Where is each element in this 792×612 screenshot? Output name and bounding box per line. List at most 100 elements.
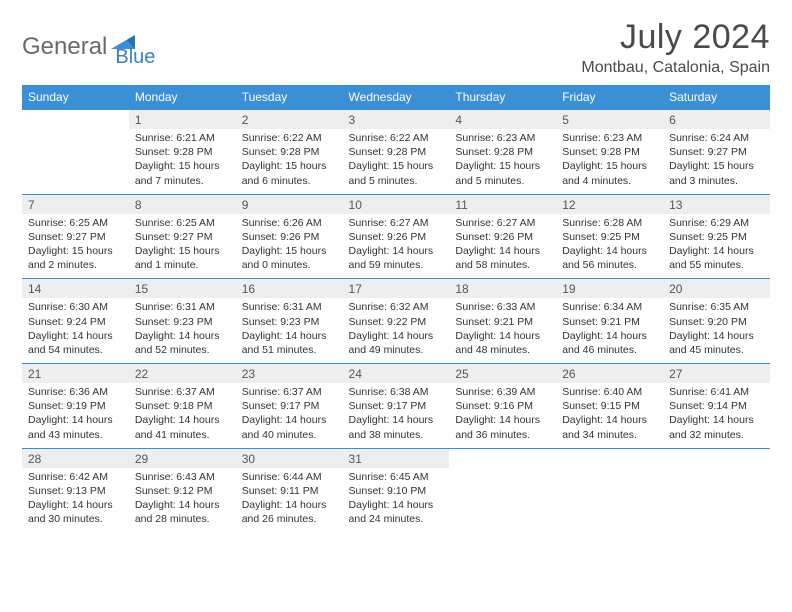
day-number-row: 123456 <box>22 110 770 130</box>
day-content-cell: Sunrise: 6:29 AMSunset: 9:25 PMDaylight:… <box>663 214 770 279</box>
sunrise-line: Sunrise: 6:24 AM <box>669 131 764 145</box>
daylight-line: Daylight: 15 hours and 7 minutes. <box>135 159 230 187</box>
sunrise-line: Sunrise: 6:32 AM <box>349 300 444 314</box>
sunset-line: Sunset: 9:25 PM <box>562 230 657 244</box>
day-number-cell: 23 <box>236 364 343 384</box>
daylight-line: Daylight: 14 hours and 40 minutes. <box>242 413 337 441</box>
calendar-table: Sunday Monday Tuesday Wednesday Thursday… <box>22 85 770 532</box>
day-content-cell: Sunrise: 6:31 AMSunset: 9:23 PMDaylight:… <box>236 298 343 363</box>
day-number-cell: 26 <box>556 364 663 384</box>
sunset-line: Sunset: 9:27 PM <box>669 145 764 159</box>
weekday-header: Tuesday <box>236 85 343 110</box>
sunrise-line: Sunrise: 6:38 AM <box>349 385 444 399</box>
sunset-line: Sunset: 9:19 PM <box>28 399 123 413</box>
daylight-line: Daylight: 14 hours and 28 minutes. <box>135 498 230 526</box>
day-number-cell: 27 <box>663 364 770 384</box>
day-content-cell: Sunrise: 6:31 AMSunset: 9:23 PMDaylight:… <box>129 298 236 363</box>
day-content-row: Sunrise: 6:36 AMSunset: 9:19 PMDaylight:… <box>22 383 770 448</box>
day-content-cell: Sunrise: 6:34 AMSunset: 9:21 PMDaylight:… <box>556 298 663 363</box>
sunrise-line: Sunrise: 6:42 AM <box>28 470 123 484</box>
weekday-header: Thursday <box>449 85 556 110</box>
sunrise-line: Sunrise: 6:41 AM <box>669 385 764 399</box>
sunset-line: Sunset: 9:28 PM <box>562 145 657 159</box>
day-number-cell: 2 <box>236 110 343 130</box>
day-number-cell: 21 <box>22 364 129 384</box>
daylight-line: Daylight: 14 hours and 36 minutes. <box>455 413 550 441</box>
sunset-line: Sunset: 9:27 PM <box>28 230 123 244</box>
day-number-cell: 14 <box>22 279 129 299</box>
sunrise-line: Sunrise: 6:37 AM <box>242 385 337 399</box>
day-content-cell: Sunrise: 6:41 AMSunset: 9:14 PMDaylight:… <box>663 383 770 448</box>
sunrise-line: Sunrise: 6:29 AM <box>669 216 764 230</box>
sunset-line: Sunset: 9:27 PM <box>135 230 230 244</box>
sunset-line: Sunset: 9:21 PM <box>455 315 550 329</box>
day-content-cell: Sunrise: 6:40 AMSunset: 9:15 PMDaylight:… <box>556 383 663 448</box>
month-title: July 2024 <box>581 18 770 57</box>
logo: General Blue <box>22 24 155 69</box>
day-number-row: 28293031 <box>22 448 770 468</box>
day-content-row: Sunrise: 6:25 AMSunset: 9:27 PMDaylight:… <box>22 214 770 279</box>
sunset-line: Sunset: 9:26 PM <box>242 230 337 244</box>
daylight-line: Daylight: 14 hours and 41 minutes. <box>135 413 230 441</box>
sunset-line: Sunset: 9:25 PM <box>669 230 764 244</box>
day-number-cell: 10 <box>343 194 450 214</box>
sunset-line: Sunset: 9:24 PM <box>28 315 123 329</box>
sunrise-line: Sunrise: 6:33 AM <box>455 300 550 314</box>
daylight-line: Daylight: 15 hours and 5 minutes. <box>349 159 444 187</box>
day-content-cell: Sunrise: 6:39 AMSunset: 9:16 PMDaylight:… <box>449 383 556 448</box>
daylight-line: Daylight: 15 hours and 5 minutes. <box>455 159 550 187</box>
day-content-cell: Sunrise: 6:32 AMSunset: 9:22 PMDaylight:… <box>343 298 450 363</box>
sunrise-line: Sunrise: 6:26 AM <box>242 216 337 230</box>
daylight-line: Daylight: 15 hours and 6 minutes. <box>242 159 337 187</box>
day-number-cell: 20 <box>663 279 770 299</box>
sunset-line: Sunset: 9:28 PM <box>242 145 337 159</box>
day-content-row: Sunrise: 6:42 AMSunset: 9:13 PMDaylight:… <box>22 468 770 533</box>
day-content-cell: Sunrise: 6:45 AMSunset: 9:10 PMDaylight:… <box>343 468 450 533</box>
day-content-row: Sunrise: 6:30 AMSunset: 9:24 PMDaylight:… <box>22 298 770 363</box>
day-number-cell: 6 <box>663 110 770 130</box>
daylight-line: Daylight: 14 hours and 24 minutes. <box>349 498 444 526</box>
day-number-cell: 16 <box>236 279 343 299</box>
daylight-line: Daylight: 15 hours and 3 minutes. <box>669 159 764 187</box>
day-content-cell: Sunrise: 6:28 AMSunset: 9:25 PMDaylight:… <box>556 214 663 279</box>
daylight-line: Daylight: 15 hours and 2 minutes. <box>28 244 123 272</box>
sunset-line: Sunset: 9:28 PM <box>455 145 550 159</box>
sunset-line: Sunset: 9:17 PM <box>349 399 444 413</box>
weekday-header-row: Sunday Monday Tuesday Wednesday Thursday… <box>22 85 770 110</box>
day-number-cell: 19 <box>556 279 663 299</box>
sunset-line: Sunset: 9:26 PM <box>455 230 550 244</box>
sunrise-line: Sunrise: 6:30 AM <box>28 300 123 314</box>
daylight-line: Daylight: 14 hours and 38 minutes. <box>349 413 444 441</box>
day-number-cell <box>22 110 129 130</box>
day-number-row: 78910111213 <box>22 194 770 214</box>
day-number-cell: 13 <box>663 194 770 214</box>
sunset-line: Sunset: 9:17 PM <box>242 399 337 413</box>
daylight-line: Daylight: 14 hours and 43 minutes. <box>28 413 123 441</box>
title-block: July 2024 Montbau, Catalonia, Spain <box>581 18 770 77</box>
day-content-cell <box>449 468 556 533</box>
day-content-cell: Sunrise: 6:23 AMSunset: 9:28 PMDaylight:… <box>449 129 556 194</box>
day-number-cell: 1 <box>129 110 236 130</box>
daylight-line: Daylight: 14 hours and 32 minutes. <box>669 413 764 441</box>
day-number-cell: 29 <box>129 448 236 468</box>
sunrise-line: Sunrise: 6:27 AM <box>349 216 444 230</box>
day-number-cell: 24 <box>343 364 450 384</box>
daylight-line: Daylight: 15 hours and 0 minutes. <box>242 244 337 272</box>
daylight-line: Daylight: 15 hours and 1 minute. <box>135 244 230 272</box>
sunrise-line: Sunrise: 6:22 AM <box>242 131 337 145</box>
sunrise-line: Sunrise: 6:43 AM <box>135 470 230 484</box>
daylight-line: Daylight: 14 hours and 59 minutes. <box>349 244 444 272</box>
sunrise-line: Sunrise: 6:21 AM <box>135 131 230 145</box>
daylight-line: Daylight: 14 hours and 30 minutes. <box>28 498 123 526</box>
sunrise-line: Sunrise: 6:22 AM <box>349 131 444 145</box>
day-content-cell: Sunrise: 6:38 AMSunset: 9:17 PMDaylight:… <box>343 383 450 448</box>
sunset-line: Sunset: 9:16 PM <box>455 399 550 413</box>
sunrise-line: Sunrise: 6:36 AM <box>28 385 123 399</box>
sunrise-line: Sunrise: 6:35 AM <box>669 300 764 314</box>
sunrise-line: Sunrise: 6:40 AM <box>562 385 657 399</box>
day-content-cell: Sunrise: 6:37 AMSunset: 9:18 PMDaylight:… <box>129 383 236 448</box>
sunset-line: Sunset: 9:26 PM <box>349 230 444 244</box>
weekday-header: Monday <box>129 85 236 110</box>
day-number-cell: 28 <box>22 448 129 468</box>
day-number-row: 21222324252627 <box>22 364 770 384</box>
